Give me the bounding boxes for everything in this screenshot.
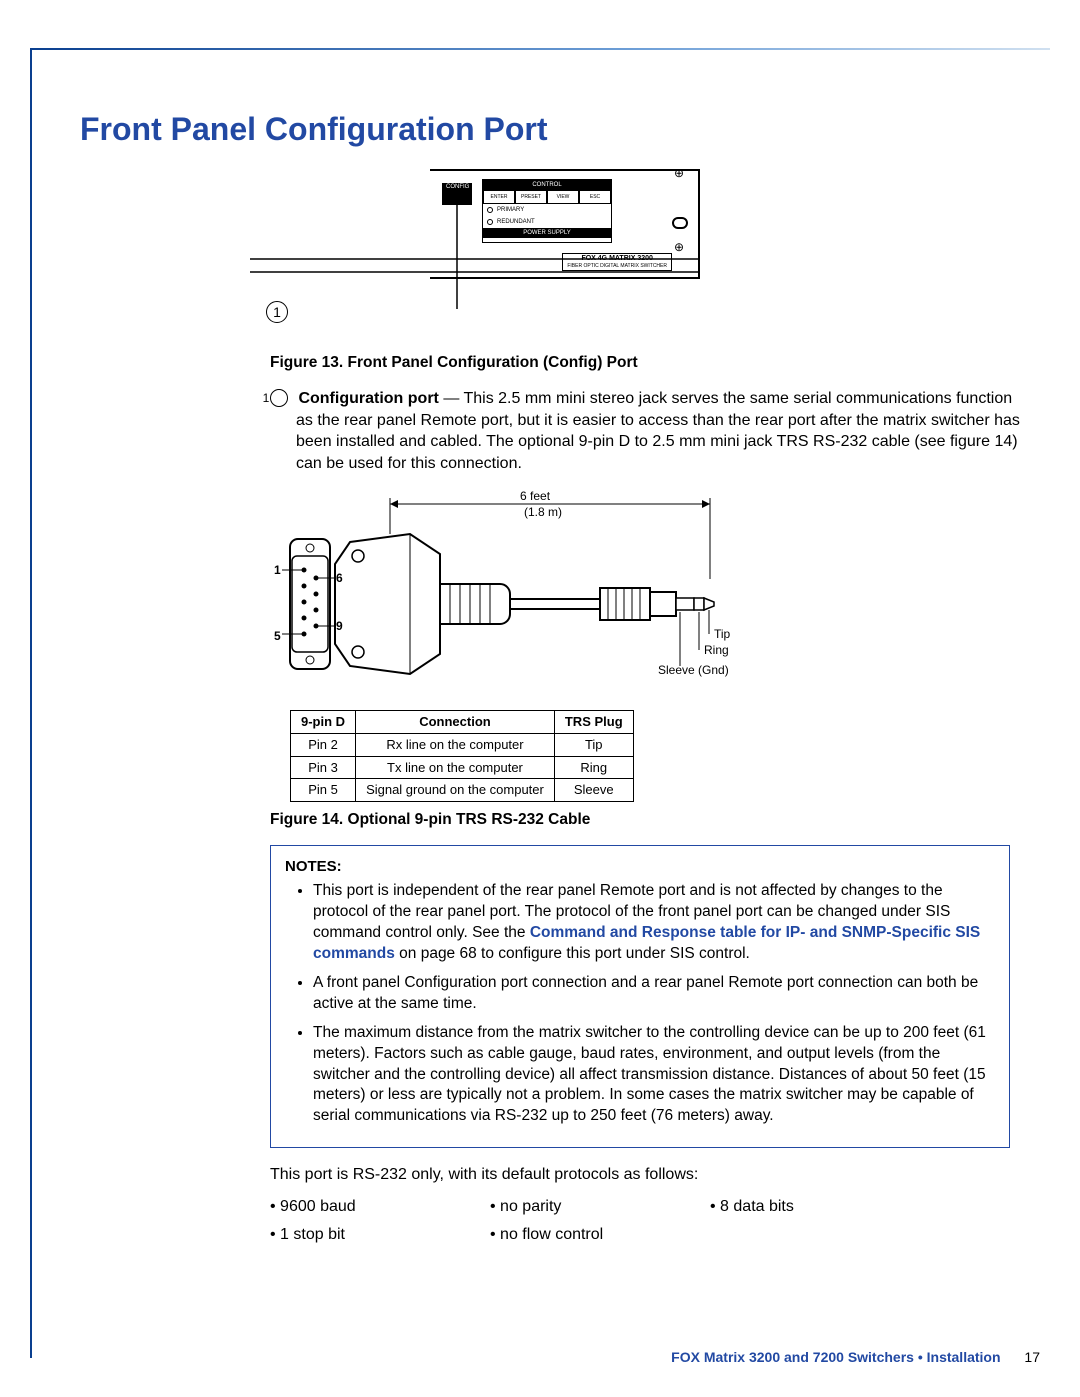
note-text: A front panel Configuration port connect… [313,974,978,1012]
protocol-list: 9600 baud no parity 8 data bits 1 stop b… [270,1196,1020,1245]
callout-lines [250,169,770,339]
note-text: on page 68 to configure this port under … [395,945,750,962]
cable-length-ft: 6 feet [520,488,550,504]
cell: Pin 5 [291,779,356,802]
pin-5-label: 5 [274,628,281,644]
protocol-item: no flow control [490,1224,710,1246]
figure-13-caption: Figure 13. Front Panel Configuration (Co… [270,353,1020,374]
trs-tip-label: Tip [714,626,730,642]
notes-box: NOTES: This port is independent of the r… [270,845,1010,1149]
top-rule [30,48,1050,50]
table-row: Pin 5 Signal ground on the computer Slee… [291,779,634,802]
pin-6-label: 6 [336,570,343,586]
protocol-item: 1 stop bit [270,1224,490,1246]
figure-14-drawing: 6 feet (1.8 m) 1 5 6 9 Tip Ring Sleeve (… [280,484,780,704]
cell: Sleeve [554,779,633,802]
protocol-item: 8 data bits [710,1196,930,1218]
col-connection: Connection [356,711,555,734]
cell: Pin 3 [291,756,356,779]
footer-text: FOX Matrix 3200 and 7200 Switchers • Ins… [671,1349,1000,1365]
description-term: Configuration port [298,390,438,407]
cell: Pin 2 [291,734,356,757]
pinout-table: 9-pin D Connection TRS Plug Pin 2 Rx lin… [290,710,634,801]
config-port-description: 1 Configuration port — This 2.5 mm mini … [270,388,1020,474]
trs-ring-label: Ring [704,642,729,658]
left-rule [30,48,32,1358]
cell: Tip [554,734,633,757]
table-row: 9-pin D Connection TRS Plug [291,711,634,734]
notes-label: NOTES: [285,858,342,875]
note-item: The maximum distance from the matrix swi… [313,1023,995,1128]
cable-length-m: (1.8 m) [524,504,562,520]
protocol-item: 9600 baud [270,1196,490,1218]
note-item: This port is independent of the rear pan… [313,881,995,965]
protocol-intro: This port is RS-232 only, with its defau… [270,1164,1020,1186]
note-text: The maximum distance from the matrix swi… [313,1024,986,1125]
page-number: 17 [1024,1349,1040,1365]
trs-sleeve-label: Sleeve (Gnd) [658,662,729,678]
figure-13: CONFIG CONTROL ENTER PRESET VIEW ESC PRI… [250,169,1020,339]
section-heading: Front Panel Configuration Port [80,108,1020,151]
col-trs: TRS Plug [554,711,633,734]
figure-14-caption: Figure 14. Optional 9-pin TRS RS-232 Cab… [270,810,1020,831]
col-9pin: 9-pin D [291,711,356,734]
cell: Signal ground on the computer [356,779,555,802]
page-footer: FOX Matrix 3200 and 7200 Switchers • Ins… [671,1348,1040,1367]
table-row: Pin 2 Rx line on the computer Tip [291,734,634,757]
note-item: A front panel Configuration port connect… [313,973,995,1015]
cell: Ring [554,756,633,779]
protocol-item: no parity [490,1196,710,1218]
cell: Tx line on the computer [356,756,555,779]
cell: Rx line on the computer [356,734,555,757]
pin-1-label: 1 [274,562,281,578]
pin-9-label: 9 [336,618,343,634]
table-row: Pin 3 Tx line on the computer Ring [291,756,634,779]
callout-inline: 1 [270,389,288,407]
page-content: Front Panel Configuration Port CONFIG CO… [80,108,1020,1245]
